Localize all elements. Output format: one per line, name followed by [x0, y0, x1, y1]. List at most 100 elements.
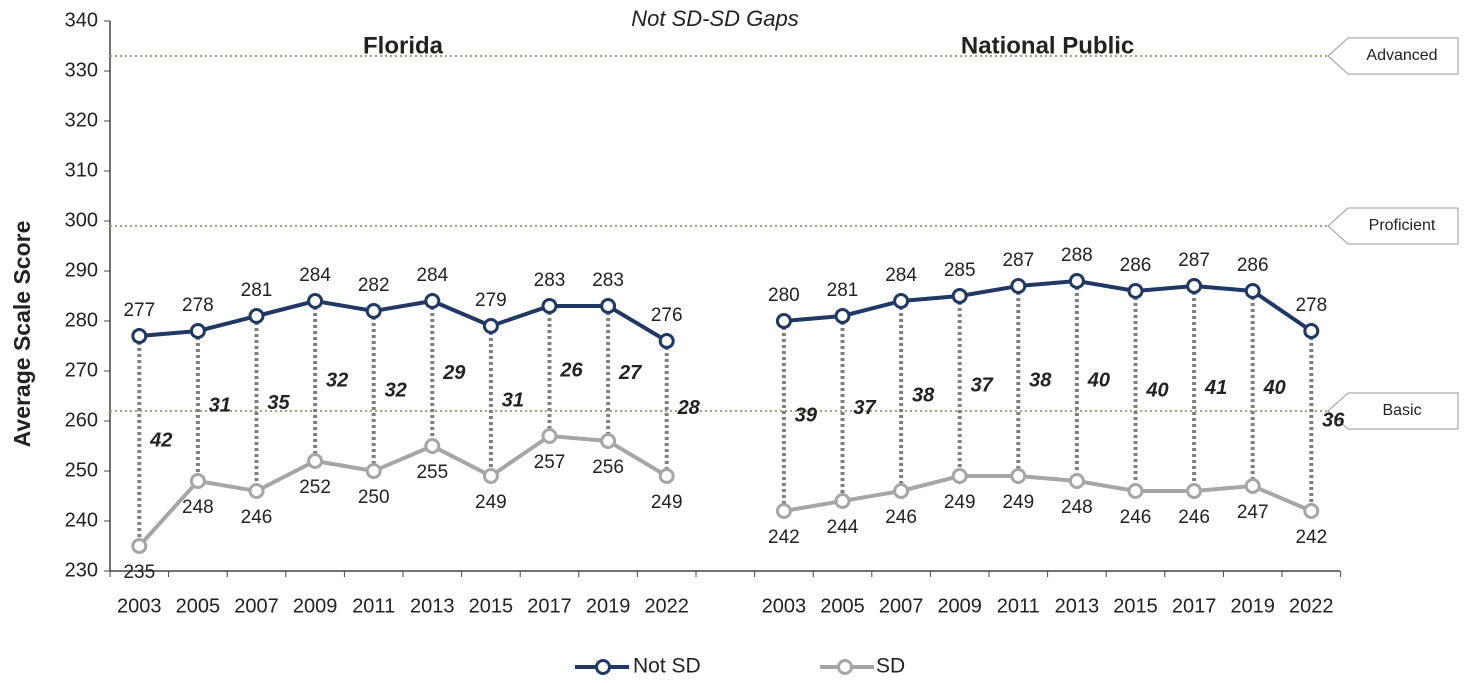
point	[1186, 278, 1203, 294]
gap-label: 28	[677, 397, 701, 419]
y-tick-label: 280	[65, 309, 98, 331]
y-tick-label: 240	[65, 509, 98, 531]
point	[424, 438, 441, 454]
data-label: 279	[475, 290, 507, 311]
series-line	[783, 474, 1313, 513]
x-tick-label: 2019	[586, 595, 631, 617]
gap-label: 40	[1087, 369, 1110, 391]
data-label: 248	[182, 497, 214, 518]
series-line	[139, 298, 668, 343]
series-line	[783, 278, 1313, 333]
legend-label: Not SD	[633, 655, 701, 678]
gap-label: 39	[795, 404, 818, 426]
gap-label: 26	[559, 359, 583, 381]
point	[482, 468, 499, 484]
data-label: 255	[416, 462, 448, 483]
series-line	[137, 433, 668, 548]
y-axis-label: Average Scale Score	[9, 221, 35, 448]
data-label: 249	[475, 492, 507, 513]
y-tick-label: 330	[65, 59, 98, 81]
data-label: 246	[885, 507, 917, 528]
point	[951, 468, 968, 484]
data-label: 284	[299, 265, 331, 286]
data-label: 252	[299, 477, 331, 498]
level-label: Proficient	[1369, 217, 1436, 234]
y-tick-label: 260	[65, 409, 98, 431]
data-label: 244	[827, 517, 859, 538]
data-label: 285	[944, 260, 976, 281]
data-label: 246	[1178, 507, 1210, 528]
point	[1303, 503, 1320, 519]
data-label: 277	[123, 300, 155, 321]
data-label: 249	[651, 492, 683, 513]
level-label: Basic	[1382, 402, 1421, 419]
y-tick-label: 290	[65, 259, 98, 281]
data-label: 288	[1061, 245, 1093, 266]
gap-label: 38	[912, 384, 935, 406]
gap-label: 41	[1204, 377, 1227, 399]
point	[131, 538, 148, 554]
point	[248, 308, 265, 324]
y-tick-label: 310	[65, 159, 98, 181]
x-tick-label: 2009	[937, 595, 982, 617]
panel-title: Florida	[363, 32, 444, 59]
data-label: 242	[768, 527, 800, 548]
gap-label: 40	[1263, 377, 1286, 399]
point	[600, 433, 617, 449]
x-tick-label: 2011	[997, 595, 1040, 617]
x-tick-label: 2022	[644, 595, 689, 617]
gap-label: 29	[442, 362, 466, 384]
data-label: 286	[1237, 255, 1269, 276]
point	[658, 468, 675, 484]
x-tick-label: 2009	[293, 595, 338, 617]
data-label: 249	[944, 492, 976, 513]
gap-label: 32	[326, 369, 348, 391]
data-label: 256	[592, 457, 624, 478]
point	[307, 453, 324, 469]
x-tick-label: 2005	[820, 595, 865, 617]
data-label: 286	[1120, 255, 1152, 276]
level-tag	[1327, 207, 1459, 245]
y-tick-label: 250	[65, 459, 98, 481]
gap-label: 32	[385, 379, 407, 401]
data-label: 283	[534, 270, 566, 291]
point	[307, 293, 324, 309]
point	[541, 428, 558, 444]
point	[365, 303, 382, 319]
point	[1010, 468, 1027, 484]
point	[775, 503, 792, 519]
gap-label: 37	[971, 374, 994, 396]
data-label: 278	[1295, 295, 1327, 316]
gap-label: 31	[209, 394, 231, 416]
data-label: 257	[534, 452, 566, 473]
y-tick-label: 340	[65, 9, 98, 31]
data-label: 284	[416, 265, 448, 286]
point	[600, 298, 617, 314]
point	[1010, 278, 1027, 294]
x-tick-label: 2022	[1289, 595, 1334, 617]
legend-label: SD	[876, 655, 905, 678]
legend-marker	[837, 659, 853, 675]
gap-label: 38	[1029, 369, 1052, 391]
x-tick-label: 2017	[527, 595, 572, 617]
x-tick-label: 2015	[469, 595, 514, 617]
gap-label: 31	[502, 389, 524, 411]
point	[248, 483, 265, 499]
x-tick-label: 2007	[879, 595, 924, 617]
data-label: 278	[182, 295, 214, 316]
point	[1244, 478, 1261, 494]
x-tick-label: 2005	[176, 595, 221, 617]
data-label: 282	[358, 275, 390, 296]
x-tick-label: 2017	[1172, 595, 1217, 617]
point	[365, 463, 382, 479]
y-tick-label: 270	[65, 359, 98, 381]
x-tick-label: 2013	[410, 595, 455, 617]
data-label: 283	[592, 270, 624, 291]
legend-marker	[595, 659, 611, 675]
point	[658, 333, 675, 349]
data-label: 246	[241, 507, 273, 528]
gap-label: 27	[618, 362, 642, 384]
data-label: 250	[358, 487, 390, 508]
data-label: 287	[1178, 250, 1210, 271]
